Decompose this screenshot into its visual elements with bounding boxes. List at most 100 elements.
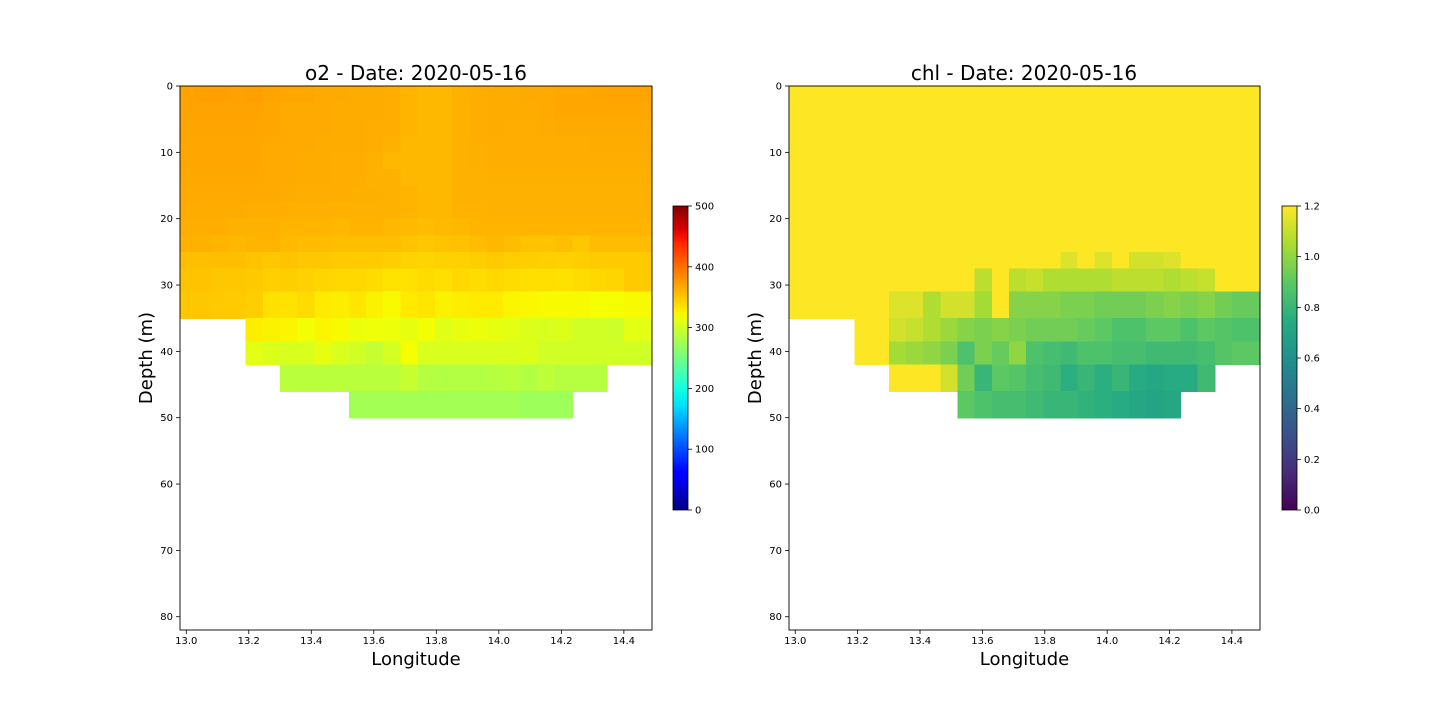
heatmap-cell	[434, 152, 453, 170]
heatmap-cell	[503, 218, 522, 236]
heatmap-cell	[365, 268, 384, 293]
heatmap-cell	[1163, 202, 1182, 220]
heatmap-cell	[1197, 341, 1216, 366]
heatmap-cell	[905, 119, 924, 137]
heatmap-cell	[1094, 86, 1113, 104]
heatmap-cell	[520, 251, 539, 270]
heatmap-cell	[820, 251, 838, 270]
heatmap-cell	[228, 251, 247, 270]
colorbar-tick-label: 0	[695, 506, 701, 517]
heatmap-cell	[1163, 235, 1182, 253]
heatmap-cell	[940, 168, 959, 187]
heatmap-cell	[589, 251, 608, 270]
heatmap-cell	[434, 185, 453, 203]
heatmap-cell	[537, 364, 556, 392]
heatmap-cell	[854, 251, 873, 270]
heatmap-cell	[820, 218, 838, 236]
heatmap-cell	[1026, 364, 1044, 392]
heatmap-cell	[314, 102, 333, 120]
heatmap-cell	[803, 102, 821, 120]
heatmap-cell	[228, 152, 247, 170]
heatmap-cell	[854, 119, 873, 137]
heatmap-cell	[400, 318, 419, 343]
heatmap-cell	[1146, 291, 1164, 319]
heatmap-cell	[905, 341, 924, 366]
heatmap-cell	[486, 202, 505, 220]
heatmap-cell	[520, 86, 539, 104]
heatmap-cell	[245, 318, 264, 343]
heatmap-cell	[1128, 291, 1147, 319]
heatmap-cell	[1008, 235, 1027, 253]
heatmap-cell	[991, 341, 1010, 366]
heatmap-cell	[211, 152, 230, 170]
heatmap-cell	[365, 364, 384, 392]
heatmap-cell	[940, 218, 959, 236]
heatmap-cell	[888, 218, 907, 236]
heatmap-cell	[1060, 168, 1079, 187]
heatmap-cell	[991, 135, 1010, 153]
heatmap-cell	[486, 341, 505, 366]
x-tick-label: 14.4	[1221, 636, 1243, 647]
heatmap-cell	[905, 168, 924, 187]
heatmap-cell	[503, 152, 522, 170]
heatmap-cell	[365, 341, 384, 366]
heatmap-cell	[417, 268, 436, 293]
heatmap-cell	[888, 102, 907, 120]
heatmap-cell	[1163, 341, 1182, 366]
heatmap-cell	[262, 202, 281, 220]
heatmap-cell	[940, 202, 959, 220]
heatmap-cell	[1094, 119, 1113, 137]
heatmap-cell	[803, 218, 821, 236]
heatmap-cell	[469, 218, 487, 236]
heatmap-cell	[1146, 152, 1164, 170]
y-tick-label: 60	[160, 480, 173, 491]
heatmap-cell	[888, 364, 907, 392]
heatmap-cell	[1214, 135, 1233, 153]
heatmap-cell	[1094, 152, 1113, 170]
heatmap-cell	[417, 185, 436, 203]
heatmap-cell	[940, 268, 959, 293]
heatmap-cell	[180, 185, 195, 203]
heatmap-cell	[1163, 168, 1182, 187]
heatmap-cell	[434, 119, 453, 137]
heatmap-cell	[417, 202, 436, 220]
heatmap-cell	[245, 291, 264, 319]
heatmap-cell	[589, 168, 608, 187]
heatmap-cell	[1128, 102, 1147, 120]
heatmap-cell	[348, 185, 367, 203]
heatmap-cell	[297, 235, 316, 253]
heatmap-cell	[1043, 168, 1061, 187]
heatmap-cell	[211, 291, 230, 319]
heatmap-cell	[837, 119, 856, 137]
colorbar	[1281, 205, 1298, 511]
heatmap-cell	[871, 202, 890, 220]
heatmap-cell	[1026, 86, 1044, 104]
heatmap-cell	[623, 168, 653, 187]
heatmap-cell	[1180, 341, 1199, 366]
heatmap-cell	[1060, 251, 1079, 270]
heatmap-cell	[957, 119, 976, 137]
heatmap-cell	[434, 341, 453, 366]
heatmap-cell	[417, 86, 436, 104]
heatmap-cell	[537, 86, 556, 104]
heatmap-cell	[280, 291, 298, 319]
heatmap-cell	[520, 102, 539, 120]
heatmap-cell	[1214, 341, 1233, 366]
heatmap-cell	[888, 168, 907, 187]
heatmap-cell	[400, 251, 419, 270]
heatmap-cell	[555, 364, 573, 392]
heatmap-cell	[1043, 391, 1061, 419]
heatmap-cell	[245, 341, 264, 366]
heatmap-cell	[383, 119, 401, 137]
y-tick-label: 30	[769, 281, 782, 292]
heatmap-cell	[1008, 364, 1027, 392]
heatmap-cell	[991, 364, 1010, 392]
heatmap-cell	[348, 102, 367, 120]
heatmap-cell	[1163, 291, 1182, 319]
heatmap-cell	[871, 185, 890, 203]
heatmap-cell	[1060, 135, 1079, 153]
heatmap-cell	[623, 185, 653, 203]
heatmap-cell	[1008, 318, 1027, 343]
heatmap-cell	[923, 341, 941, 366]
heatmap-cell	[1180, 135, 1199, 153]
